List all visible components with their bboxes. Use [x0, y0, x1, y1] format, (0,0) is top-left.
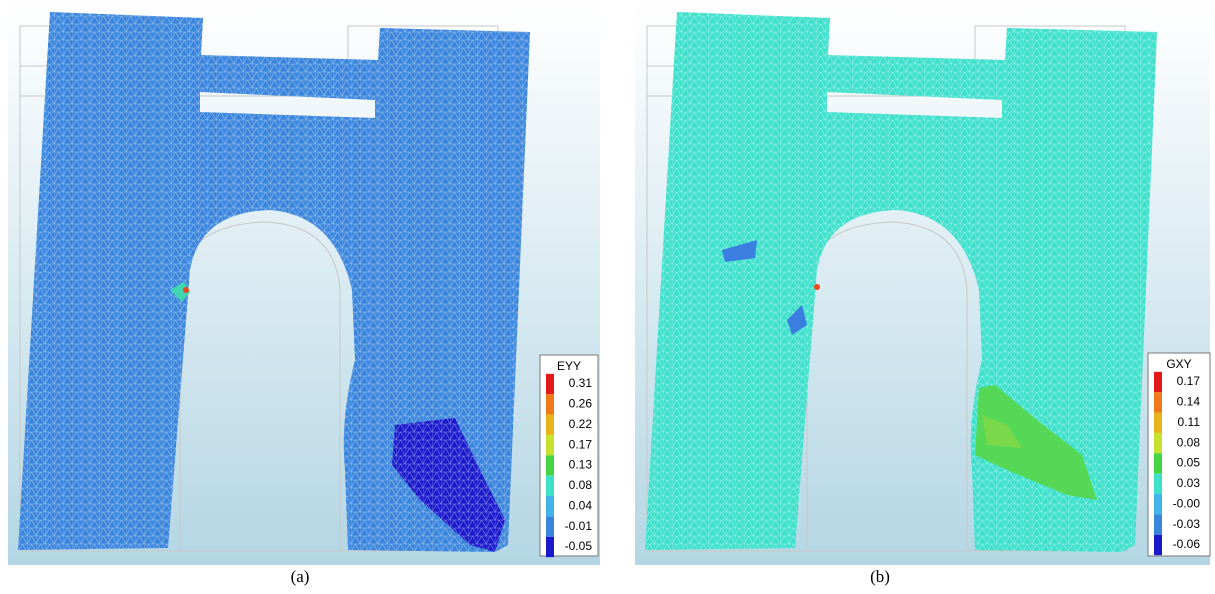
legend-label: 0.26	[569, 397, 593, 411]
legend-swatch	[546, 374, 554, 394]
legend-swatch	[546, 537, 554, 557]
legend-label: -0.05	[565, 539, 593, 553]
legend-label: 0.14	[1177, 395, 1201, 409]
caption: (b)	[870, 567, 890, 586]
legend-label: 0.03	[1177, 476, 1201, 490]
legend-swatch	[546, 415, 554, 435]
legend-label: 0.08	[1177, 435, 1201, 449]
legend-swatch	[1154, 392, 1162, 412]
legend-swatch	[1154, 433, 1162, 453]
legend-swatch	[1154, 474, 1162, 494]
legend-label: 0.17	[569, 437, 593, 451]
legend-title: GXY	[1166, 357, 1191, 371]
caption: (a)	[291, 567, 310, 586]
legend-label: 0.13	[569, 458, 593, 472]
hotspot-peak	[183, 287, 189, 293]
legend-swatch	[1154, 453, 1162, 473]
hotspot-peak	[814, 284, 820, 290]
legend-swatch	[546, 394, 554, 414]
legend-label: 0.05	[1177, 456, 1201, 470]
legend-label: -0.01	[565, 519, 593, 533]
legend-label: -0.03	[1173, 517, 1201, 531]
legend-swatch	[546, 435, 554, 455]
legend-swatch	[546, 455, 554, 475]
legend: GXY 0.17 0.14 0.11 0.08 0.05 0.03 -0.00 -0.03 -0…	[1148, 353, 1210, 556]
legend-label: 0.17	[1177, 374, 1201, 388]
legend-swatch	[1154, 514, 1162, 534]
legend-title: EYY	[557, 359, 581, 373]
legend-label: 0.11	[1178, 415, 1201, 429]
panel-b: GXY 0.17 0.14 0.11 0.08 0.05 0.03 -0.00 -0.03 -0…	[635, 0, 1210, 586]
legend-swatch	[546, 476, 554, 496]
legend-label: 0.04	[569, 498, 593, 512]
legend-label: -0.06	[1173, 537, 1201, 551]
legend-swatch	[1154, 372, 1162, 392]
legend-label: -0.00	[1173, 496, 1201, 510]
legend-label: 0.08	[569, 478, 593, 492]
legend-label: 0.22	[569, 417, 593, 431]
legend-swatch	[1154, 535, 1162, 555]
legend: EYY 0.31 0.26 0.22 0.17 0.13 0.08 0.04 -0.01 -0.…	[540, 355, 598, 557]
legend-swatch	[1154, 413, 1162, 433]
legend-swatch	[1154, 494, 1162, 514]
legend-label: 0.31	[569, 376, 593, 390]
panel-a: EYY 0.31 0.26 0.22 0.17 0.13 0.08 0.04 -0.01 -0.…	[8, 0, 600, 586]
legend-swatch	[546, 496, 554, 516]
legend-swatch	[546, 516, 554, 536]
figure: EYY 0.31 0.26 0.22 0.17 0.13 0.08 0.04 -0.01 -0.…	[0, 0, 1215, 594]
